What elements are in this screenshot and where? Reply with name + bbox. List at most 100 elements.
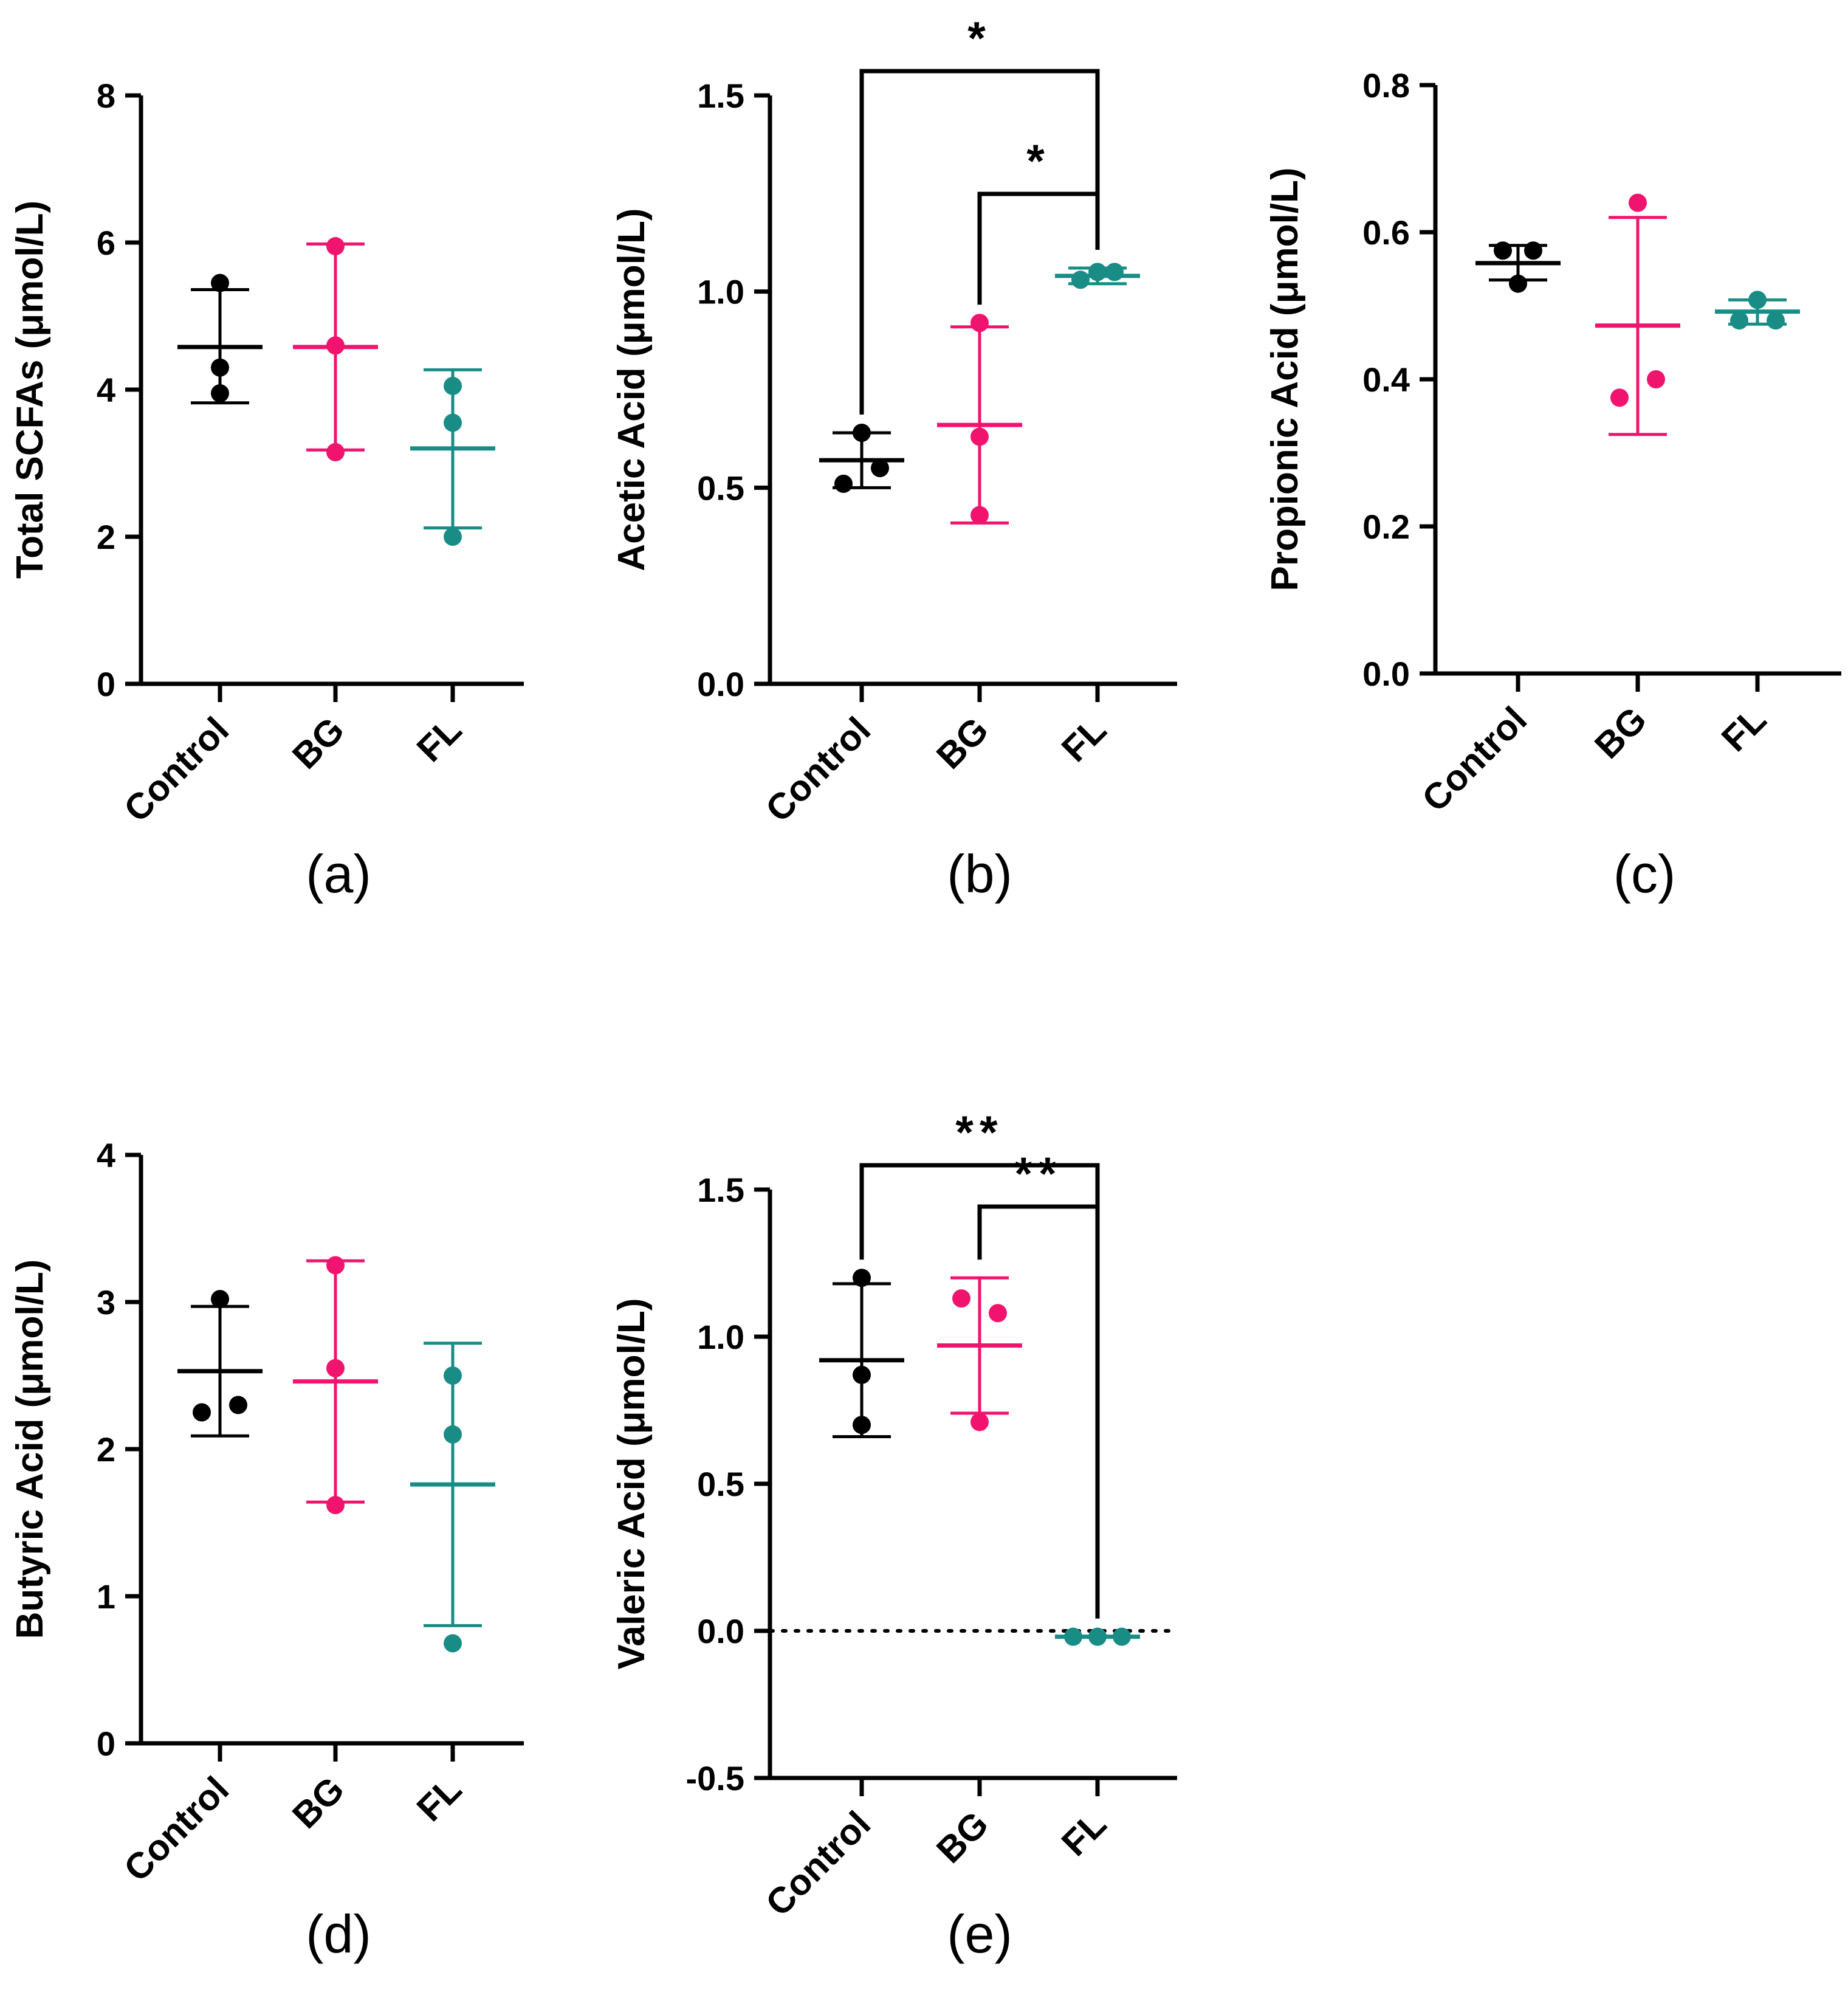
data-point	[853, 423, 871, 442]
data-point	[211, 1290, 229, 1309]
y-tick-label: 1.5	[697, 1171, 744, 1209]
series-bg	[293, 1256, 378, 1514]
y-tick-label: 2	[97, 1430, 115, 1469]
data-point	[970, 427, 989, 446]
data-point	[326, 1256, 345, 1275]
y-axis-label: Butyric Acid (μmol/L)	[9, 1259, 51, 1639]
data-point	[970, 314, 989, 332]
data-point	[853, 1365, 871, 1384]
panel-d: 0 1 2 3 4 Control BG FL Butyric Acid (μmol/L) (d)	[9, 1136, 524, 1964]
y-tick-label: 0.5	[697, 1465, 744, 1503]
y-tick-label: 0.5	[697, 469, 744, 507]
data-point	[326, 1495, 345, 1514]
panel-label: (c)	[1613, 844, 1676, 904]
series-control	[819, 1269, 904, 1439]
data-point	[1509, 274, 1527, 293]
x-tick-label: FL	[409, 1769, 469, 1829]
data-point	[970, 506, 989, 525]
x-tick-label: Control	[116, 709, 236, 830]
data-point	[853, 1269, 871, 1287]
data-point	[444, 1366, 462, 1385]
panel-label: (e)	[947, 1904, 1012, 1964]
x-tick-label: FL	[1714, 699, 1774, 759]
data-point	[1113, 1627, 1131, 1646]
data-point	[326, 443, 345, 461]
bracket-line	[859, 69, 1100, 415]
x-tick-label: Control	[758, 709, 878, 830]
data-point	[193, 1403, 211, 1422]
data-point	[1105, 263, 1124, 281]
data-point	[1647, 370, 1665, 388]
y-tick-label: 0.8	[1362, 66, 1410, 105]
data-point	[444, 1634, 462, 1653]
x-tick-label: FL	[1054, 1804, 1114, 1864]
data-point	[211, 384, 229, 403]
data-point	[1064, 1627, 1082, 1646]
x-tick-label: BG	[929, 709, 996, 777]
x-tick-label: Control	[116, 1769, 236, 1889]
data-point	[229, 1396, 247, 1414]
series-bg	[937, 1276, 1022, 1431]
data-point	[326, 1359, 345, 1377]
data-point	[1088, 263, 1107, 281]
x-tick-label: BG	[284, 709, 352, 777]
data-point	[444, 376, 462, 395]
data-point	[1071, 270, 1090, 289]
series-control	[177, 274, 263, 405]
y-tick-label: 8	[97, 77, 115, 115]
y-tick-label: 3	[97, 1283, 115, 1321]
series-bg	[937, 314, 1022, 525]
panel-e: -0.5 0.0 0.5 1.0 1.5 Control BG FL Valeric Acid …	[611, 1107, 1179, 1964]
data-point	[834, 474, 853, 493]
panel-c: 0.0 0.2 0.4 0.6 0.8 Control BG FL Propionic Acid…	[1264, 66, 1841, 904]
series-control	[819, 423, 904, 493]
series-fl	[410, 1342, 495, 1653]
y-tick-label: 4	[97, 371, 115, 409]
series-control	[177, 1290, 263, 1438]
y-tick-label: 0.0	[697, 665, 744, 703]
series-fl	[1055, 1627, 1140, 1646]
data-point	[444, 1425, 462, 1444]
series-fl	[1715, 291, 1800, 330]
y-tick-label: 2	[97, 518, 115, 556]
data-point	[1494, 241, 1512, 260]
data-point	[444, 528, 462, 546]
y-tick-label: 1.5	[697, 77, 744, 115]
data-point	[211, 274, 229, 292]
significance-label: **	[1014, 1148, 1062, 1200]
y-tick-label: 1.0	[697, 1318, 744, 1356]
y-axis-label: Propionic Acid (μmol/L)	[1264, 168, 1306, 591]
y-tick-label: -0.5	[686, 1759, 745, 1797]
x-tick-label: FL	[409, 709, 469, 770]
significance-label: *	[1026, 136, 1051, 187]
y-tick-label: 0.2	[1362, 508, 1410, 546]
significance-bracket: **	[977, 1148, 1100, 1619]
y-tick-label: 0	[97, 665, 115, 703]
panel-a: 0 2 4 6 8 Control BG FL Total SCFAs (μmol/L) (a)	[9, 77, 524, 904]
significance-bracket: *	[859, 13, 1100, 415]
series-bg	[293, 237, 378, 461]
y-tick-label: 0.6	[1362, 213, 1410, 252]
y-tick-label: 0	[97, 1724, 115, 1763]
y-axis-label: Total SCFAs (μmol/L)	[9, 201, 51, 579]
data-point	[1629, 193, 1647, 212]
significance-bracket: *	[977, 136, 1100, 305]
x-tick-label: FL	[1054, 709, 1114, 770]
x-tick-label: Control	[758, 1804, 878, 1924]
significance-label: **	[955, 1107, 1003, 1159]
data-point	[1088, 1627, 1107, 1646]
y-tick-label: 0.4	[1362, 360, 1410, 399]
x-tick-label: Control	[1414, 699, 1534, 819]
data-point	[1610, 388, 1629, 407]
data-point	[853, 1416, 871, 1435]
x-tick-label: BG	[284, 1769, 352, 1836]
y-tick-label: 1.0	[697, 273, 744, 311]
y-axis-label: Acetic Acid (μmol/L)	[611, 208, 653, 571]
panel-label: (a)	[306, 844, 371, 904]
data-point	[326, 336, 345, 355]
data-point	[1748, 291, 1767, 309]
data-point	[1730, 311, 1748, 330]
data-point	[1524, 241, 1542, 260]
data-point	[444, 413, 462, 432]
